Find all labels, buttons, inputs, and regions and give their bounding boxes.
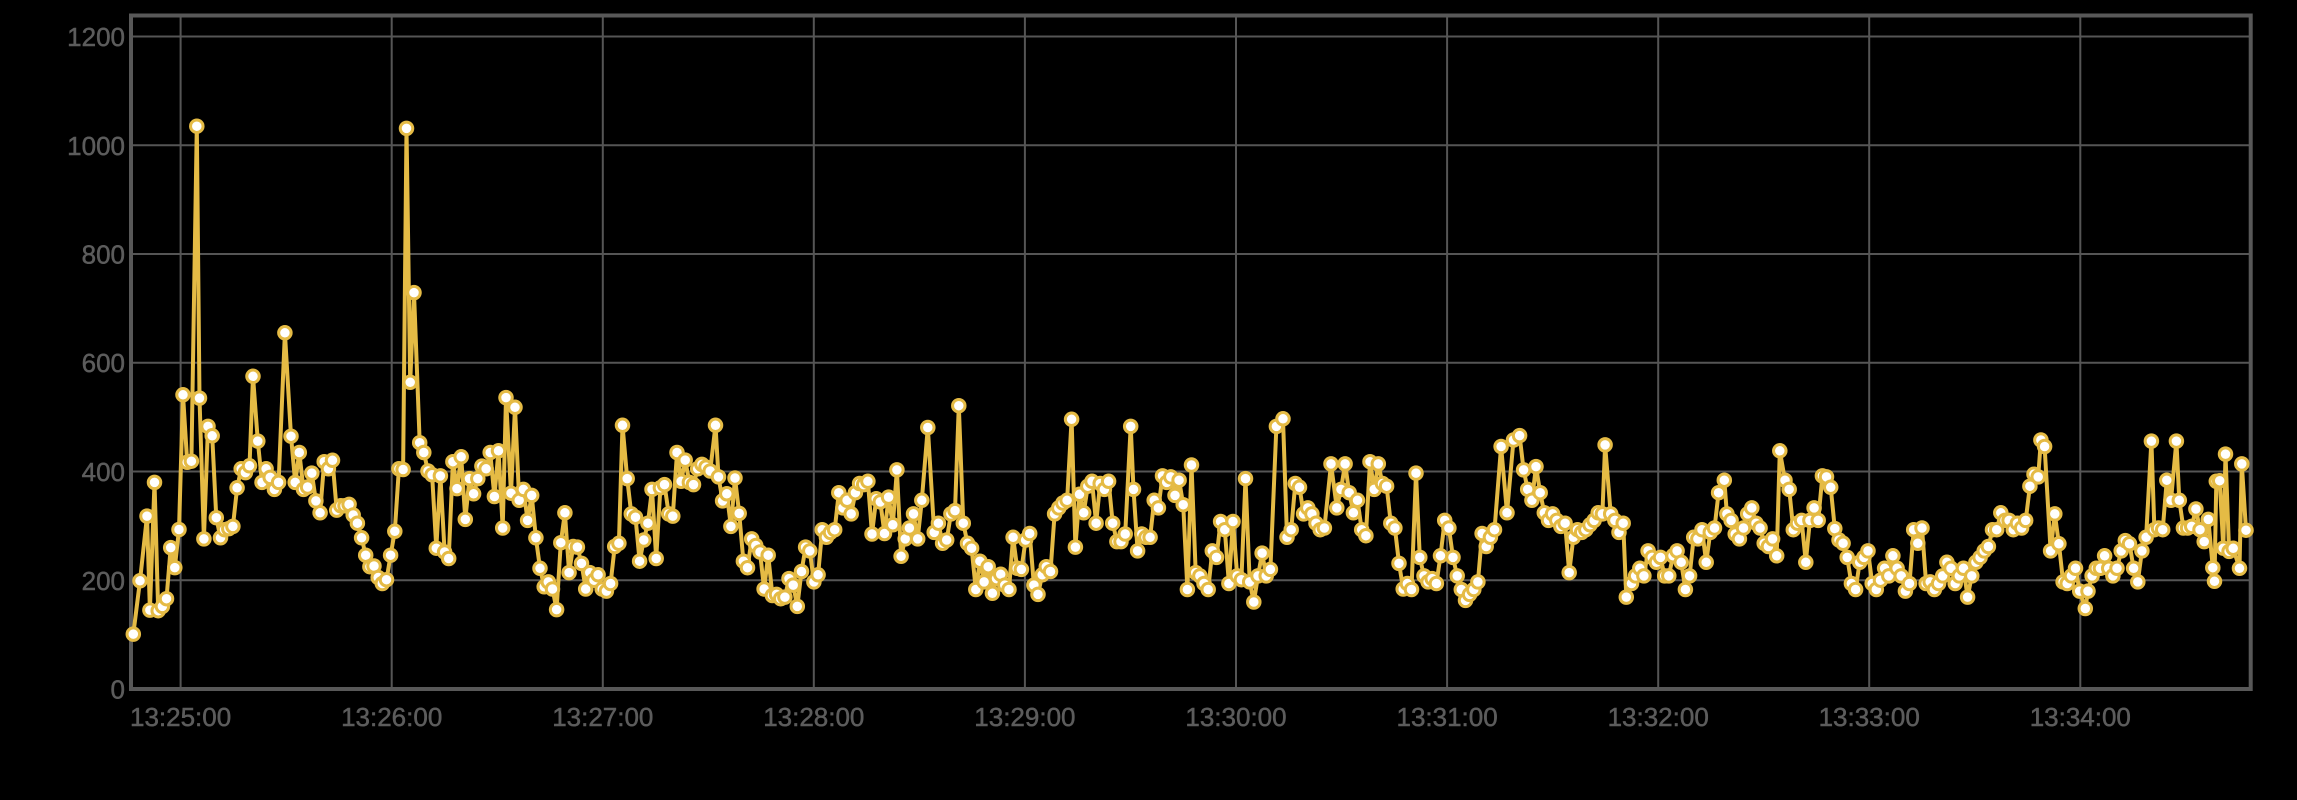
svg-text:13:31:00: 13:31:00 (1396, 702, 1497, 732)
svg-text:1200: 1200 (67, 22, 125, 52)
svg-text:400: 400 (82, 457, 125, 487)
svg-text:13:28:00: 13:28:00 (763, 702, 864, 732)
svg-text:13:29:00: 13:29:00 (974, 702, 1075, 732)
svg-text:13:34:00: 13:34:00 (2030, 702, 2131, 732)
svg-text:1000: 1000 (67, 131, 125, 161)
svg-text:200: 200 (82, 566, 125, 596)
svg-text:13:33:00: 13:33:00 (1819, 702, 1920, 732)
svg-text:13:25:00: 13:25:00 (130, 702, 231, 732)
svg-text:800: 800 (82, 240, 125, 270)
svg-text:13:32:00: 13:32:00 (1608, 702, 1709, 732)
svg-text:13:26:00: 13:26:00 (341, 702, 442, 732)
svg-text:13:30:00: 13:30:00 (1185, 702, 1286, 732)
svg-text:0: 0 (111, 675, 125, 705)
svg-text:13:27:00: 13:27:00 (552, 702, 653, 732)
svg-text:600: 600 (82, 348, 125, 378)
